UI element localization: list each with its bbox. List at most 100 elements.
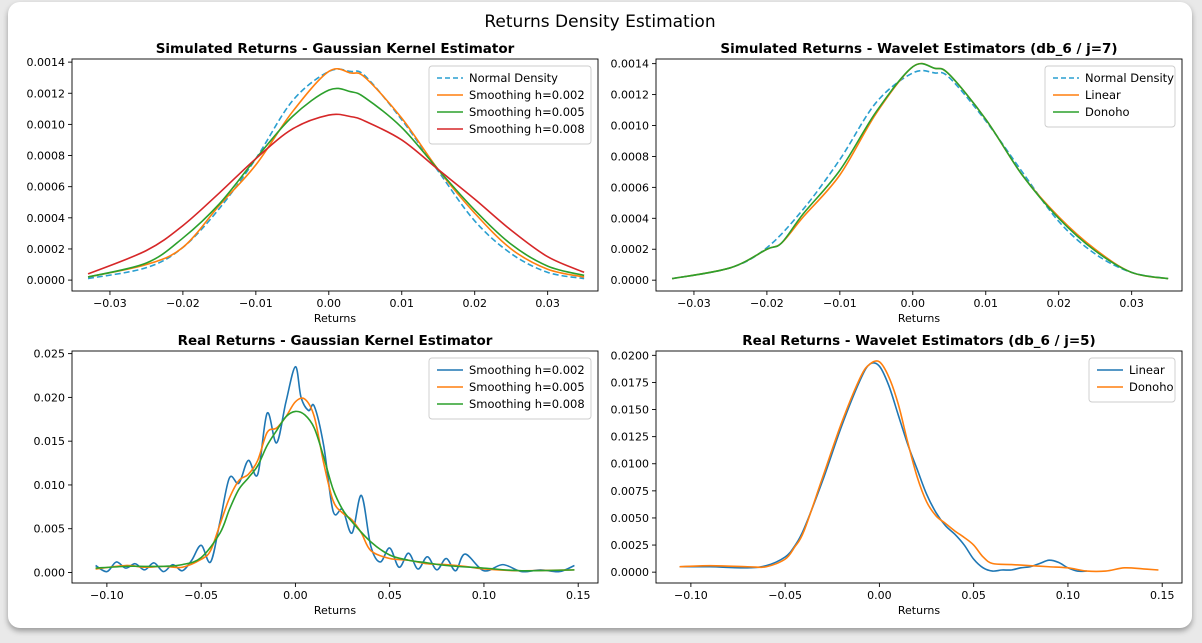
legend: Normal Density Linear Donoho bbox=[1044, 65, 1176, 128]
series-group bbox=[671, 62, 1169, 280]
figure-card: Returns Density Estimation Simulated Ret… bbox=[8, 2, 1192, 628]
y-tick-label: 0.0002 bbox=[27, 243, 66, 256]
y-tick-label: 0.0006 bbox=[27, 181, 66, 194]
y-tick-label: 0.0012 bbox=[611, 89, 650, 102]
legend-label: Smoothing h=0.005 bbox=[469, 105, 585, 119]
x-tick-label: 0.01 bbox=[390, 297, 415, 310]
x-axis-label: Returns bbox=[314, 312, 357, 325]
series-group bbox=[87, 68, 585, 280]
y-tick-label: 0.0125 bbox=[611, 431, 650, 444]
legend-label: Smoothing h=0.002 bbox=[469, 88, 585, 102]
x-tick-label: 0.01 bbox=[974, 297, 999, 310]
x-tick-label: 0.03 bbox=[535, 297, 560, 310]
x-tick-label: 0.00 bbox=[867, 589, 892, 602]
y-tick-label: 0.0008 bbox=[611, 150, 650, 163]
chart-sim-kernel: Simulated Returns - Gaussian Kernel Esti… bbox=[27, 41, 599, 325]
y-tick-label: 0.025 bbox=[34, 348, 66, 361]
y-tick-label: 0.0025 bbox=[611, 539, 650, 552]
series-line-1 bbox=[95, 397, 575, 572]
y-tick-label: 0.0100 bbox=[611, 458, 650, 471]
figure-title: Returns Density Estimation bbox=[484, 12, 715, 32]
chart-real-wavelet: Real Returns - Wavelet Estimators (db_6 … bbox=[611, 333, 1183, 617]
legend-label: Smoothing h=0.002 bbox=[469, 363, 585, 377]
series-group bbox=[95, 365, 575, 573]
legend-box bbox=[1088, 357, 1176, 403]
series-line-0 bbox=[679, 361, 1087, 573]
y-tick-label: 0.0014 bbox=[611, 58, 650, 71]
x-tick-label: 0.00 bbox=[317, 297, 342, 310]
series-line-0 bbox=[87, 68, 585, 280]
y-tick-label: 0.0010 bbox=[27, 118, 66, 131]
axes-frame bbox=[655, 58, 1183, 292]
legend-label: Linear bbox=[1129, 363, 1165, 377]
x-tick-label: 0.15 bbox=[1150, 589, 1175, 602]
x-tick-label: −0.03 bbox=[93, 297, 127, 310]
legend-label: Normal Density bbox=[1085, 71, 1174, 85]
y-tick-label: 0.015 bbox=[34, 435, 66, 448]
legend-label: Smoothing h=0.005 bbox=[469, 380, 585, 394]
x-tick-label: −0.10 bbox=[90, 589, 124, 602]
series-line-2 bbox=[95, 410, 575, 572]
axes-frame bbox=[71, 350, 599, 584]
y-tick-label: 0.0008 bbox=[27, 150, 66, 163]
chart-title: Simulated Returns - Gaussian Kernel Esti… bbox=[156, 41, 515, 57]
x-axis-label: Returns bbox=[898, 604, 941, 617]
x-tick-label: −0.05 bbox=[184, 589, 218, 602]
y-tick-label: 0.020 bbox=[34, 391, 66, 404]
y-tick-label: 0.0002 bbox=[611, 243, 650, 256]
x-tick-label: −0.03 bbox=[677, 297, 711, 310]
legend: Smoothing h=0.002 Smoothing h=0.005 Smooth… bbox=[428, 357, 592, 420]
y-tick-label: 0.0010 bbox=[611, 120, 650, 133]
y-tick-label: 0.0075 bbox=[611, 485, 650, 498]
y-tick-label: 0.000 bbox=[34, 566, 66, 579]
x-tick-label: −0.01 bbox=[239, 297, 273, 310]
series-line-1 bbox=[87, 68, 585, 278]
series-group bbox=[679, 360, 1159, 573]
series-line-1 bbox=[679, 360, 1159, 573]
legend: Normal Density Smoothing h=0.002 Smoothing… bbox=[428, 65, 592, 145]
y-tick-label: 0.0012 bbox=[27, 87, 66, 100]
x-tick-label: 0.10 bbox=[1056, 589, 1081, 602]
y-tick-label: 0.0050 bbox=[611, 512, 650, 525]
legend-label: Donoho bbox=[1129, 380, 1174, 394]
x-tick-label: 0.10 bbox=[472, 589, 497, 602]
y-tick-label: 0.010 bbox=[34, 479, 66, 492]
chart-sim-wavelet: Simulated Returns - Wavelet Estimators (… bbox=[611, 41, 1183, 325]
y-tick-label: 0.0000 bbox=[611, 274, 650, 287]
x-tick-label: −0.02 bbox=[750, 297, 784, 310]
y-tick-label: 0.0175 bbox=[611, 376, 650, 389]
legend-label: Smoothing h=0.008 bbox=[469, 122, 585, 136]
chart-real-kernel: Real Returns - Gaussian Kernel Estimator… bbox=[34, 333, 599, 617]
legend-label: Donoho bbox=[1085, 105, 1130, 119]
series-line-0 bbox=[671, 69, 1169, 280]
chart-title: Real Returns - Wavelet Estimators (db_6 … bbox=[742, 333, 1095, 349]
series-line-2 bbox=[671, 62, 1169, 280]
y-tick-label: 0.0004 bbox=[27, 212, 66, 225]
x-tick-label: 0.05 bbox=[961, 589, 986, 602]
y-tick-label: 0.005 bbox=[34, 523, 66, 536]
legend: Linear Donoho bbox=[1088, 357, 1176, 403]
legend-label: Linear bbox=[1085, 88, 1121, 102]
x-axis-label: Returns bbox=[898, 312, 941, 325]
legend-label: Smoothing h=0.008 bbox=[469, 397, 585, 411]
legend-box bbox=[428, 357, 592, 420]
x-tick-label: −0.10 bbox=[674, 589, 708, 602]
chart-title: Simulated Returns - Wavelet Estimators (… bbox=[720, 41, 1117, 57]
y-tick-label: 0.0004 bbox=[611, 212, 650, 225]
y-tick-label: 0.0000 bbox=[27, 274, 66, 287]
x-tick-label: 0.00 bbox=[283, 589, 308, 602]
legend-label: Normal Density bbox=[469, 71, 558, 85]
legend-box bbox=[428, 65, 592, 145]
x-tick-label: 0.02 bbox=[462, 297, 487, 310]
x-tick-label: −0.05 bbox=[768, 589, 802, 602]
series-line-2 bbox=[87, 87, 585, 278]
axes-frame bbox=[71, 58, 599, 292]
x-tick-label: −0.01 bbox=[823, 297, 857, 310]
series-line-3 bbox=[87, 113, 585, 275]
x-tick-label: 0.05 bbox=[377, 589, 402, 602]
y-tick-label: 0.0200 bbox=[611, 349, 650, 362]
x-tick-label: 0.03 bbox=[1119, 297, 1144, 310]
y-tick-label: 0.0014 bbox=[27, 56, 66, 69]
x-tick-label: −0.02 bbox=[166, 297, 200, 310]
x-tick-label: 0.02 bbox=[1046, 297, 1071, 310]
